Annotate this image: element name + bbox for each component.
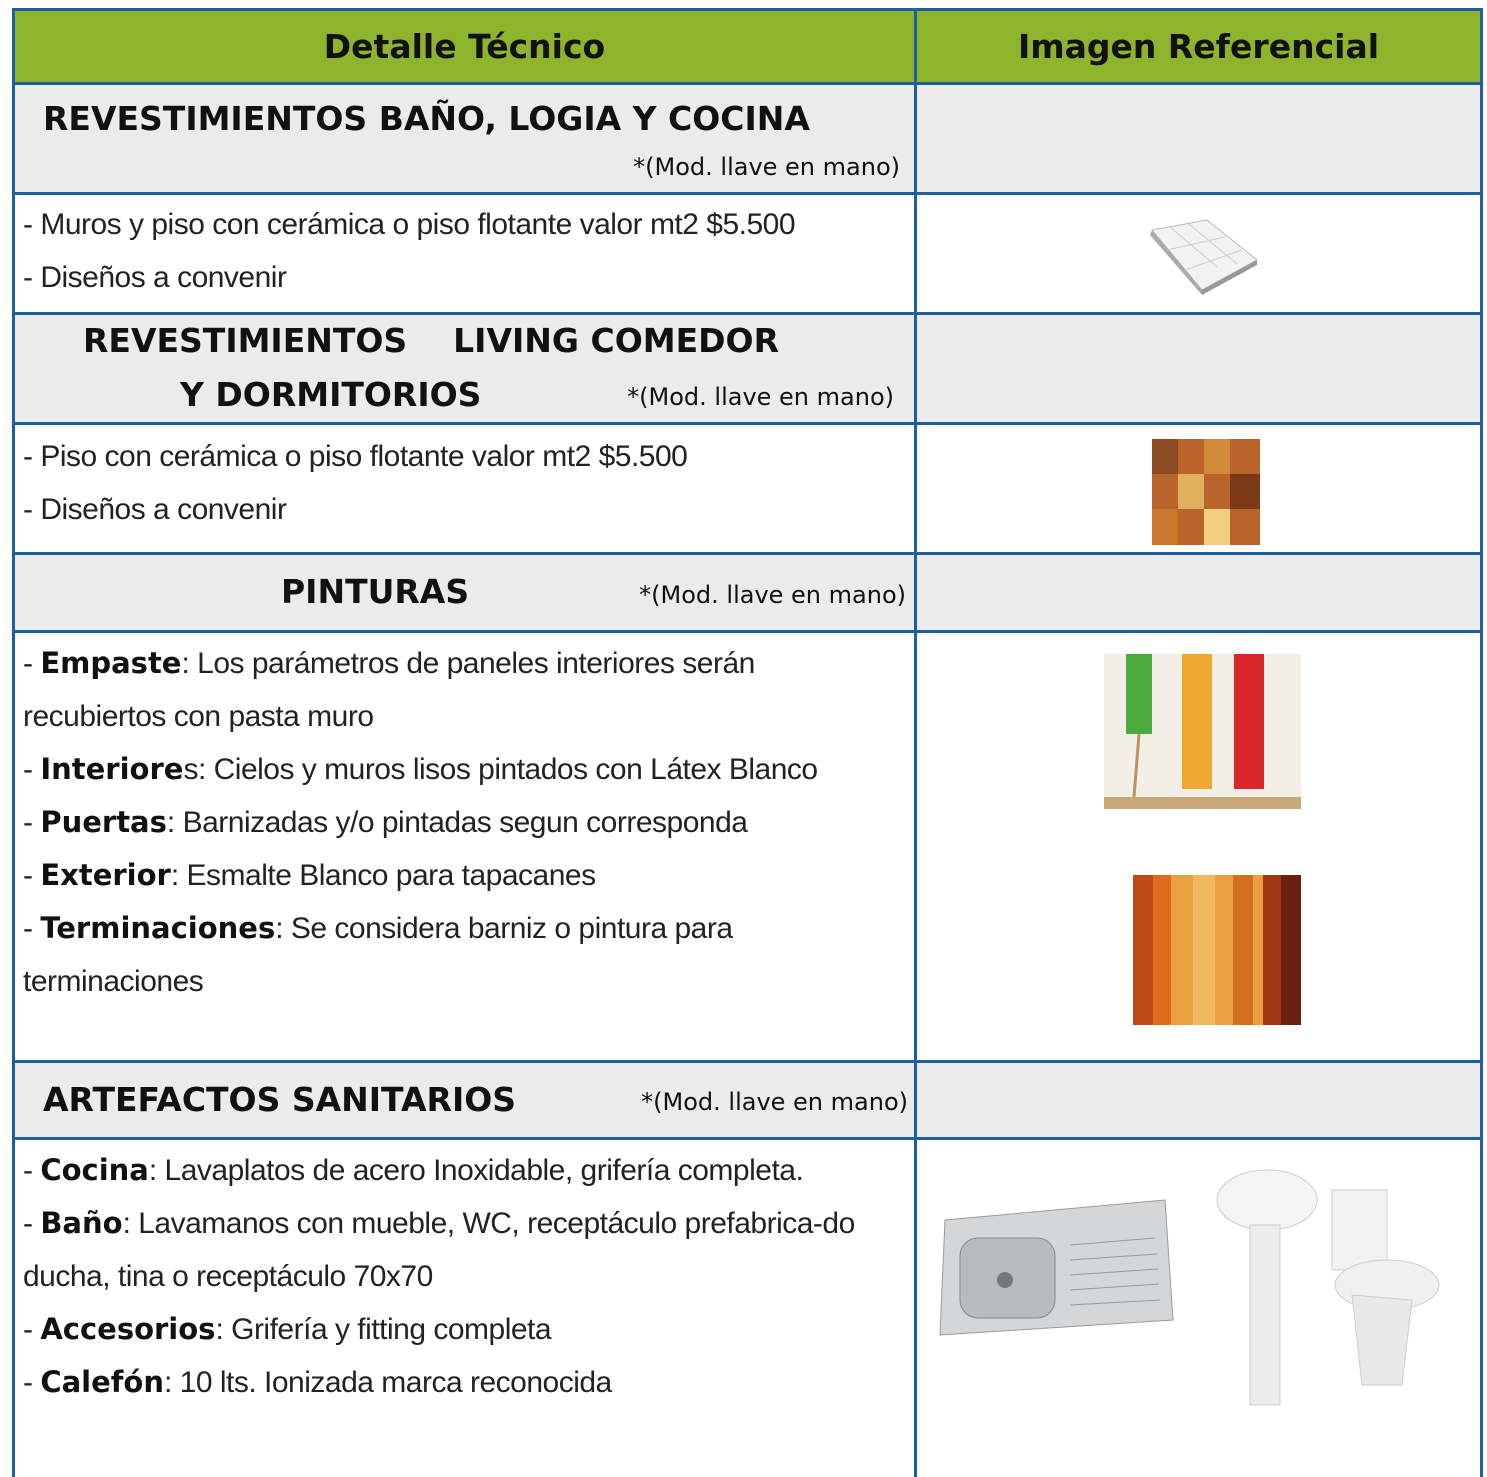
image-cell: [914, 82, 1483, 195]
content-cell: - Piso con cerámica o piso flotante valo…: [12, 422, 917, 555]
section-title: REVESTIMIENTOS LIVING COMEDOR: [83, 321, 779, 360]
section-note: *(Mod. llave en mano): [633, 153, 900, 181]
content-cell: - Empaste: Los parámetros de paneles int…: [12, 630, 917, 1063]
section-title: PINTURAS: [281, 572, 470, 611]
tile-image: [1150, 219, 1258, 295]
lead: -: [23, 912, 41, 945]
section-title: REVESTIMIENTOS BAÑO, LOGIA Y COCINA: [43, 99, 810, 138]
text: : Lavaplatos de acero Inoxidable, grifer…: [148, 1154, 804, 1187]
image-cell: [914, 312, 1483, 425]
text: : Barnizadas y/o pintadas segun correspo…: [166, 806, 748, 839]
lead: -: [23, 753, 41, 786]
lead: -: [23, 647, 41, 680]
item: - Diseños a convenir: [23, 261, 287, 294]
item: - Puertas: Barnizadas y/o pintadas segun…: [23, 796, 893, 849]
term: Accesorios: [40, 1312, 216, 1346]
content: - Piso con cerámica o piso flotante valo…: [23, 430, 903, 536]
item: - Terminaciones: Se considera barniz o p…: [23, 902, 893, 1008]
text: : Los parámetros de paneles interiores s…: [23, 647, 755, 733]
section-cell: REVESTIMIENTOS LIVING COMEDOR Y DORMITOR…: [12, 312, 917, 425]
header-title: Imagen Referencial: [1017, 27, 1380, 66]
sink-image: [939, 1199, 1174, 1336]
term: Exterior: [40, 858, 171, 892]
section-title: ARTEFACTOS SANITARIOS: [43, 1080, 517, 1119]
content-cell: - Cocina: Lavaplatos de acero Inoxidable…: [12, 1137, 917, 1477]
term: Cocina: [40, 1153, 149, 1187]
text: : Lavamanos con mueble, WC, receptáculo …: [23, 1207, 855, 1293]
section-title: Y DORMITORIOS: [180, 375, 482, 414]
item: - Exterior: Esmalte Blanco para tapacane…: [23, 849, 893, 902]
toilet-image: [1216, 1169, 1440, 1406]
term: Baño: [40, 1206, 123, 1240]
item: - Empaste: Los parámetros de paneles int…: [23, 637, 893, 743]
lead: -: [23, 1366, 41, 1399]
section-cell: REVESTIMIENTOS BAÑO, LOGIA Y COCINA *(Mo…: [12, 82, 917, 195]
item: - Interiores: Cielos y muros lisos pinta…: [23, 743, 893, 796]
lead: -: [23, 1313, 41, 1346]
section-note: *(Mod. llave en mano): [627, 383, 894, 411]
lead: -: [23, 806, 41, 839]
section-note: *(Mod. llave en mano): [641, 1088, 908, 1116]
content: - Cocina: Lavaplatos de acero Inoxidable…: [23, 1144, 908, 1409]
item: - Muros y piso con cerámica o piso flota…: [23, 208, 796, 241]
lead: -: [23, 1154, 41, 1187]
header-cell: Detalle Técnico: [12, 8, 917, 85]
text: : Esmalte Blanco para tapacanes: [170, 859, 596, 892]
header-cell: Imagen Referencial: [914, 8, 1483, 85]
text: : Se considera barniz o pintura para ter…: [23, 912, 733, 998]
term: Puertas: [40, 805, 167, 839]
paint-image: [1104, 654, 1301, 809]
content: - Muros y piso con cerámica o piso flota…: [23, 198, 903, 304]
section-cell: ARTEFACTOS SANITARIOS *(Mod. llave en ma…: [12, 1060, 917, 1140]
term: Empaste: [40, 646, 182, 680]
image-cell: [914, 1137, 1483, 1477]
item: - Piso con cerámica o piso flotante valo…: [23, 440, 688, 473]
text: s: Cielos y muros lisos pintados con Lát…: [183, 753, 818, 786]
section-cell: PINTURAS *(Mod. llave en mano): [12, 552, 917, 633]
header-title: Detalle Técnico: [323, 27, 606, 66]
image-cell: [914, 630, 1483, 1063]
term: Terminaciones: [40, 911, 276, 945]
lead: -: [23, 1207, 41, 1240]
image-cell: [914, 422, 1483, 555]
lead: -: [23, 859, 41, 892]
term: Calefón: [40, 1365, 164, 1399]
image-cell: [914, 1060, 1483, 1140]
content: - Empaste: Los parámetros de paneles int…: [23, 637, 893, 1008]
item: - Baño: Lavamanos con mueble, WC, recept…: [23, 1197, 908, 1303]
item: - Cocina: Lavaplatos de acero Inoxidable…: [23, 1144, 908, 1197]
item: - Accesorios: Grifería y fitting complet…: [23, 1303, 908, 1356]
section-note: *(Mod. llave en mano): [639, 581, 906, 609]
image-cell: [914, 192, 1483, 315]
wood-image: [1152, 439, 1260, 545]
item: - Calefón: 10 lts. Ionizada marca recono…: [23, 1356, 908, 1409]
item: - Diseños a convenir: [23, 493, 287, 526]
content-cell: - Muros y piso con cerámica o piso flota…: [12, 192, 917, 315]
text: : Grifería y fitting completa: [215, 1313, 552, 1346]
term: Interiore: [40, 752, 184, 786]
image-cell: [914, 552, 1483, 633]
text: : 10 lts. Ionizada marca reconocida: [163, 1366, 612, 1399]
wood-strips-image: [1133, 875, 1301, 1025]
